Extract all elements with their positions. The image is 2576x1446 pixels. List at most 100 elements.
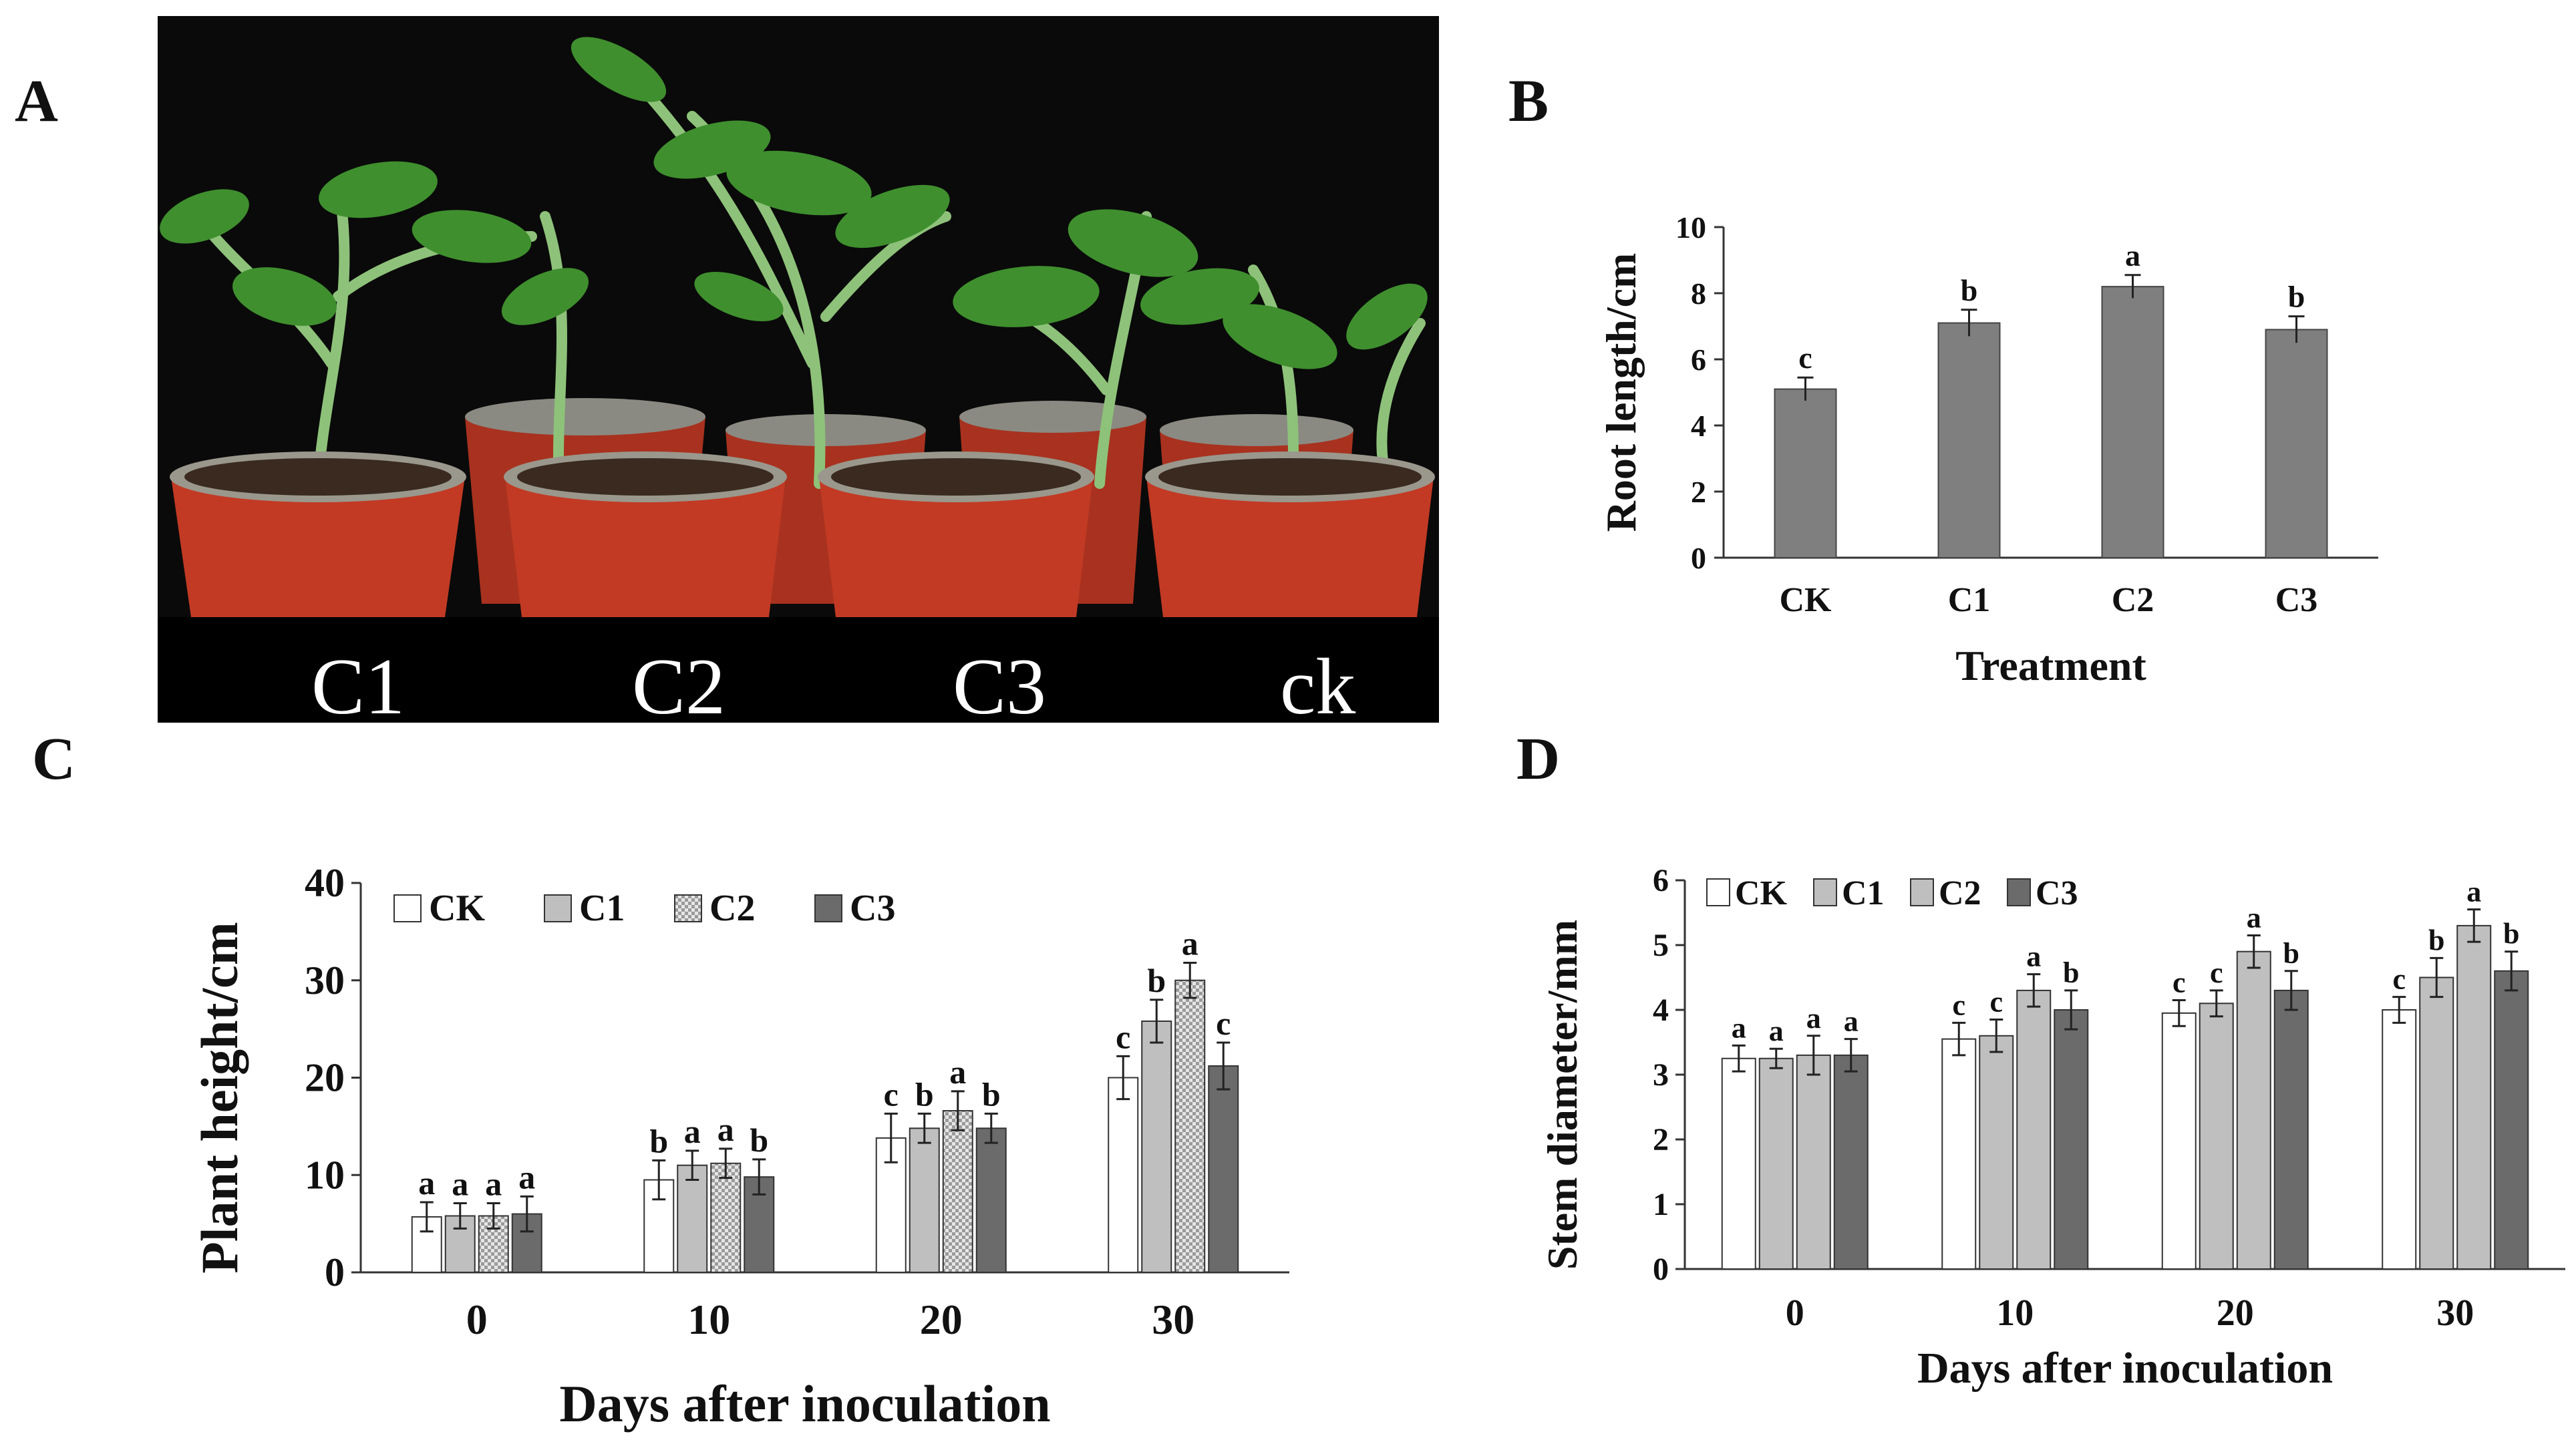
d-y-tick-label: 4	[1653, 992, 1669, 1028]
c-legend-label: CK	[429, 888, 485, 929]
d-bar-C2-0	[1796, 1054, 1831, 1270]
c-y-tick-label: 10	[305, 1153, 345, 1197]
c-x-tick-label: 20	[920, 1296, 963, 1343]
d-y-tick-label: 0	[1653, 1252, 1669, 1287]
c-sig-letter: a	[717, 1111, 734, 1148]
d-y-tick-label: 1	[1653, 1187, 1669, 1222]
photo-label-c2: C2	[632, 642, 726, 723]
d-x-axis-title: Days after inoculation	[1917, 1344, 2333, 1393]
b-x-tick-label: CK	[1780, 581, 1832, 619]
panel-letter-d: D	[1516, 726, 1560, 792]
c-sig-letter: a	[518, 1158, 535, 1196]
b-y-axis-title: Root length/cm	[1597, 253, 1645, 532]
c-legend-swatch-C2	[674, 894, 702, 922]
c-bar-C3-30	[1208, 1065, 1239, 1273]
d-sig-letter: c	[2172, 966, 2186, 999]
d-bar-C2-20	[2236, 950, 2271, 1270]
c-legend-label: C3	[850, 888, 895, 929]
d-legend-swatch-C3	[2007, 878, 2031, 906]
c-sig-letter: b	[982, 1075, 1001, 1113]
c-sig-letter: a	[452, 1165, 468, 1203]
d-x-tick-label: 30	[2436, 1292, 2474, 1334]
c-sig-letter: b	[750, 1121, 768, 1159]
b-sig-letter: b	[2288, 280, 2305, 314]
d-legend-swatch-C1	[1813, 878, 1837, 906]
c-x-tick-label: 0	[466, 1296, 488, 1343]
c-legend-label: C1	[579, 888, 625, 929]
c-x-axis-title: Days after inoculation	[559, 1375, 1050, 1433]
leaves	[160, 37, 1428, 369]
c-bar-C1-20	[909, 1127, 940, 1274]
b-y-tick-label: 8	[1691, 277, 1706, 311]
d-bar-C1-10	[1979, 1035, 2014, 1270]
c-sig-letter: c	[1116, 1018, 1130, 1055]
d-legend-label: C3	[2036, 874, 2078, 912]
c-sig-letter: a	[949, 1053, 966, 1091]
b-bar-CK	[1774, 388, 1837, 558]
b-sig-letter: c	[1798, 341, 1812, 375]
d-y-tick-label: 3	[1653, 1057, 1669, 1093]
plant-photo-illustration	[158, 16, 1439, 723]
d-sig-letter: c	[1952, 988, 1965, 1021]
c-legend-label: C2	[709, 888, 755, 929]
photo-label-ck: ck	[1280, 642, 1356, 723]
c-sig-letter: c	[884, 1075, 899, 1113]
d-bar-CK-0	[1721, 1057, 1756, 1270]
b-x-tick-label: C1	[1948, 581, 1991, 619]
c-sig-letter: a	[1182, 925, 1198, 962]
b-y-tick-label: 4	[1691, 409, 1706, 443]
d-bar-CK-30	[2382, 1009, 2417, 1270]
c-bar-C2-10	[710, 1162, 742, 1274]
b-bar-C3	[2265, 329, 2328, 558]
panel-letter-a: A	[15, 68, 58, 134]
d-bar-C2-30	[2456, 924, 2492, 1270]
d-sig-letter: b	[2428, 924, 2444, 956]
b-y-tick-label: 2	[1691, 475, 1706, 509]
c-sig-letter: b	[649, 1122, 668, 1159]
c-y-tick-label: 20	[305, 1056, 345, 1100]
c-legend-swatch-C1	[544, 894, 572, 922]
d-legend-label: C2	[1939, 874, 1981, 912]
d-sig-letter: b	[2503, 918, 2519, 950]
b-x-tick-label: C3	[2275, 581, 2318, 619]
d-sig-letter: c	[2210, 956, 2223, 989]
d-bar-CK-20	[2161, 1012, 2197, 1270]
d-sig-letter: c	[1989, 986, 2003, 1019]
d-sig-letter: b	[2063, 956, 2079, 989]
photo-label-c3: C3	[953, 642, 1047, 723]
b-bar-C2	[2101, 286, 2164, 558]
c-sig-letter: a	[418, 1164, 435, 1202]
d-y-tick-label: 2	[1653, 1122, 1669, 1157]
d-sig-letter: a	[2247, 901, 2261, 934]
panel-letter-c: C	[32, 726, 75, 792]
d-sig-letter: a	[1769, 1015, 1784, 1047]
c-legend-swatch-C3	[814, 894, 842, 922]
d-bar-CK-10	[1941, 1038, 1977, 1270]
c-sig-letter: b	[915, 1075, 934, 1113]
b-y-tick-label: 6	[1691, 343, 1706, 377]
d-bar-C3-0	[1833, 1054, 1869, 1270]
c-bar-C2-30	[1174, 979, 1206, 1273]
d-x-tick-label: 0	[1786, 1292, 1804, 1334]
d-legend-swatch-C2	[1910, 878, 1934, 906]
d-bar-C3-10	[2054, 1009, 2089, 1270]
d-sig-letter: c	[2392, 963, 2406, 996]
b-x-tick-label: C2	[2112, 581, 2154, 619]
d-bar-C2-10	[2016, 989, 2052, 1270]
d-bar-C3-30	[2494, 970, 2529, 1270]
c-sig-letter: b	[1147, 962, 1166, 999]
d-x-tick-label: 20	[2217, 1292, 2254, 1334]
photo-label-c1: C1	[311, 642, 406, 723]
d-sig-letter: a	[1844, 1005, 1859, 1038]
c-bar-C1-10	[677, 1164, 708, 1274]
c-bar-C3-20	[975, 1127, 1007, 1274]
d-sig-letter: a	[2466, 876, 2481, 908]
d-y-tick-label: 5	[1653, 928, 1669, 963]
front-pots	[170, 451, 1435, 617]
plant-photo: C1 C2 C3 ck	[158, 16, 1439, 723]
d-sig-letter: b	[2283, 937, 2299, 970]
panel-letter-b: B	[1508, 68, 1549, 134]
d-legend-label: C1	[1842, 874, 1885, 912]
d-bar-C3-20	[2273, 989, 2309, 1270]
